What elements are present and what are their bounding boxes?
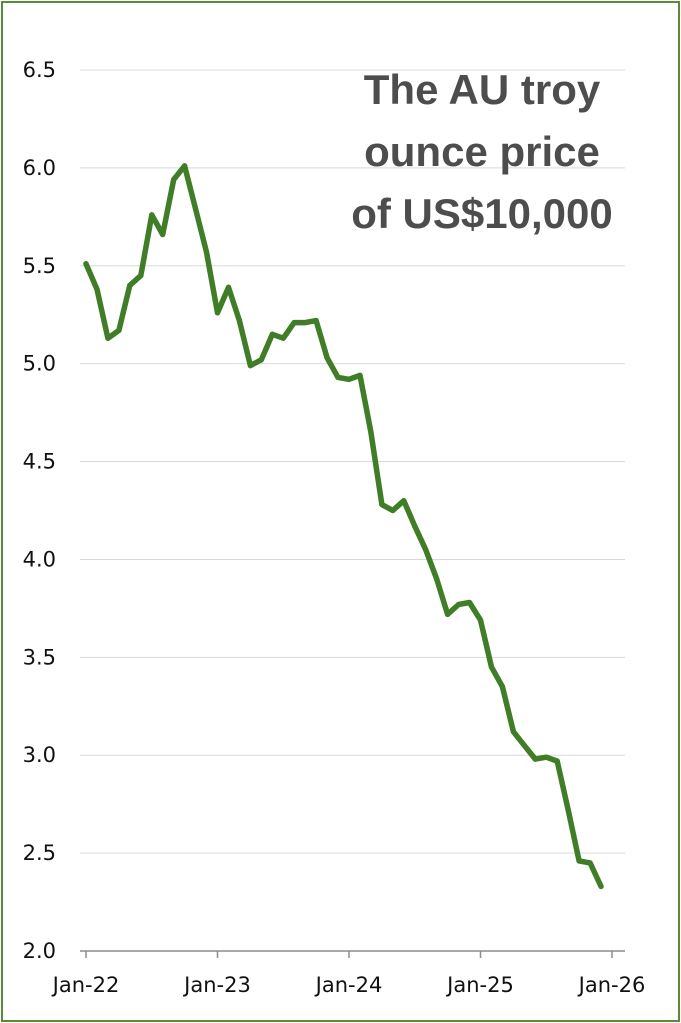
y-tick-label: 6.0 (23, 156, 56, 180)
data-point (598, 883, 604, 890)
y-tick-label: 6.5 (23, 58, 56, 82)
data-point (554, 758, 560, 764)
data-point (203, 249, 210, 255)
data-point (324, 355, 330, 361)
data-point (193, 206, 199, 212)
data-point (499, 684, 505, 690)
data-point (225, 284, 232, 290)
y-tick-label: 3.0 (23, 743, 56, 767)
data-point (182, 163, 188, 169)
data-point (214, 310, 221, 316)
x-tick-label: Jan-22 (51, 973, 120, 997)
data-point (466, 599, 473, 606)
y-tick-label: 5.0 (23, 352, 56, 376)
y-tick-label: 2.5 (23, 841, 56, 865)
data-point (434, 576, 440, 582)
data-point (302, 320, 308, 326)
data-point (401, 498, 407, 504)
gridlines (80, 69, 625, 854)
data-point (116, 327, 122, 333)
data-point (83, 261, 89, 267)
data-point (379, 502, 385, 508)
data-point (587, 860, 593, 866)
data-point (269, 331, 275, 337)
data-point (543, 754, 549, 760)
chart-title-line-1: The AU troy (364, 66, 601, 113)
y-axis-ticks: 2.0 2.5 3.0 3.5 4.0 4.5 5.0 5.5 6.0 6.5 (23, 58, 56, 963)
x-tick-label: Jan-25 (445, 973, 514, 997)
chart-title-line-3: of US$10,000 (351, 190, 612, 237)
data-point (335, 374, 341, 380)
data-point (138, 273, 144, 279)
data-point (456, 601, 462, 608)
data-point (532, 756, 538, 762)
series-points (83, 163, 604, 890)
data-point (412, 523, 418, 529)
data-point (280, 335, 286, 341)
data-point (565, 807, 571, 813)
x-tick-label: Jan-24 (314, 973, 383, 997)
data-point (576, 858, 582, 864)
data-point (105, 335, 111, 341)
y-tick-label: 4.5 (23, 450, 56, 474)
x-tick-label: Jan-26 (577, 973, 646, 997)
data-point (521, 742, 527, 749)
data-point (247, 363, 253, 369)
data-point (236, 318, 242, 324)
y-tick-label: 3.5 (23, 645, 56, 669)
data-point (313, 318, 319, 324)
data-point (488, 664, 495, 670)
y-tick-label: 5.5 (23, 254, 56, 278)
data-point (291, 320, 297, 326)
data-point (477, 617, 484, 623)
data-point (127, 282, 133, 288)
series-line (83, 163, 604, 890)
data-point (423, 547, 429, 553)
data-point (445, 611, 451, 617)
data-point (390, 507, 396, 514)
data-point (510, 729, 516, 735)
data-point (346, 376, 352, 382)
data-point (258, 357, 264, 363)
data-point (94, 286, 100, 292)
data-point (160, 231, 166, 238)
data-point (357, 372, 363, 378)
y-tick-label: 2.0 (23, 939, 56, 963)
data-point (368, 429, 374, 435)
data-point (149, 212, 155, 218)
x-tick-label: Jan-23 (182, 973, 251, 997)
chart-title-line-2: ounce price (364, 128, 600, 175)
y-tick-label: 4.0 (23, 547, 56, 571)
data-point (171, 177, 177, 183)
x-axis-ticks: Jan-22 Jan-23 Jan-24 Jan-25 Jan-26 (51, 951, 646, 997)
